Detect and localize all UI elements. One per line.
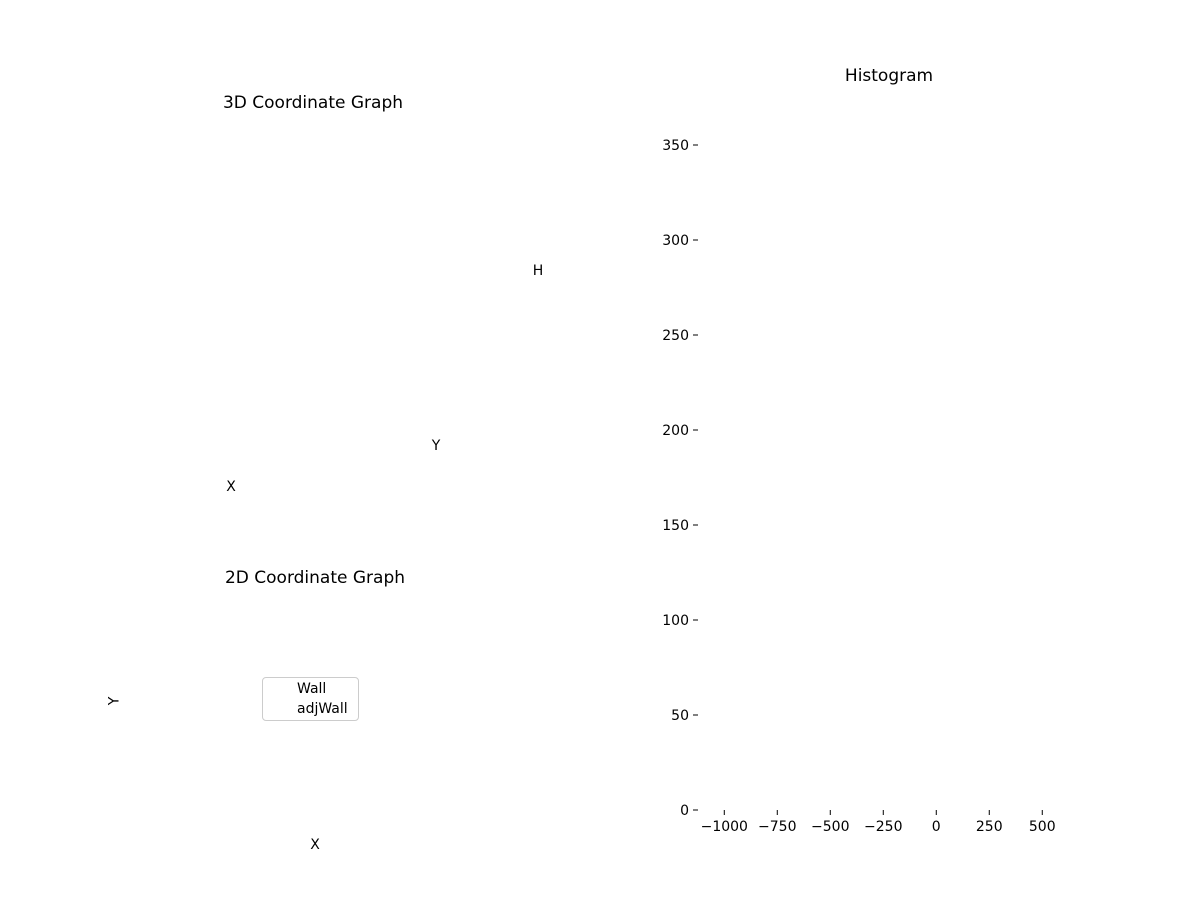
tick-label: 250: [976, 819, 1003, 835]
legend-marker-wall: [276, 685, 285, 694]
tick-label: 0: [932, 819, 941, 835]
histogram-title: Histogram: [844, 66, 934, 86]
histogram-axes: −1000 −750 −500 −250 0 250 500 0 50 100 150 200 250 3…: [662, 138, 1055, 835]
legend-item-adjwall: adjWall: [272, 701, 358, 718]
plot3d-title: 3D Coordinate Graph: [222, 93, 404, 113]
tick-label: −500: [811, 819, 849, 835]
tick-label: 500: [1029, 819, 1056, 835]
legend-label-adjwall: adjWall: [297, 700, 348, 717]
tick-label: 250: [662, 328, 689, 344]
legend-label-wall: Wall: [297, 680, 327, 697]
plot3d-zaxis-label: H: [532, 263, 544, 279]
tick-label: 300: [662, 233, 689, 249]
tick-label: 200: [662, 423, 689, 439]
tick-label: 150: [662, 518, 689, 534]
plot2d-yaxis-label: Y: [106, 696, 123, 706]
plot3d-xaxis-label: X: [226, 479, 236, 495]
tick-label: −1000: [701, 819, 748, 835]
tick-label: −250: [864, 819, 902, 835]
legend-marker-adjwall: [276, 705, 285, 714]
tick-label: −750: [758, 819, 796, 835]
tick-label: 50: [671, 708, 689, 724]
tick-label: 0: [680, 803, 689, 819]
tick-label: 100: [662, 613, 689, 629]
plot2d-title: 2D Coordinate Graph: [224, 568, 406, 588]
plot3d-yaxis-label: Y: [431, 438, 441, 454]
tick-label: 350: [662, 138, 689, 154]
legend: Wall adjWall: [262, 677, 359, 721]
legend-item-wall: Wall: [272, 681, 358, 698]
plot2d-xaxis-label: X: [310, 837, 320, 853]
